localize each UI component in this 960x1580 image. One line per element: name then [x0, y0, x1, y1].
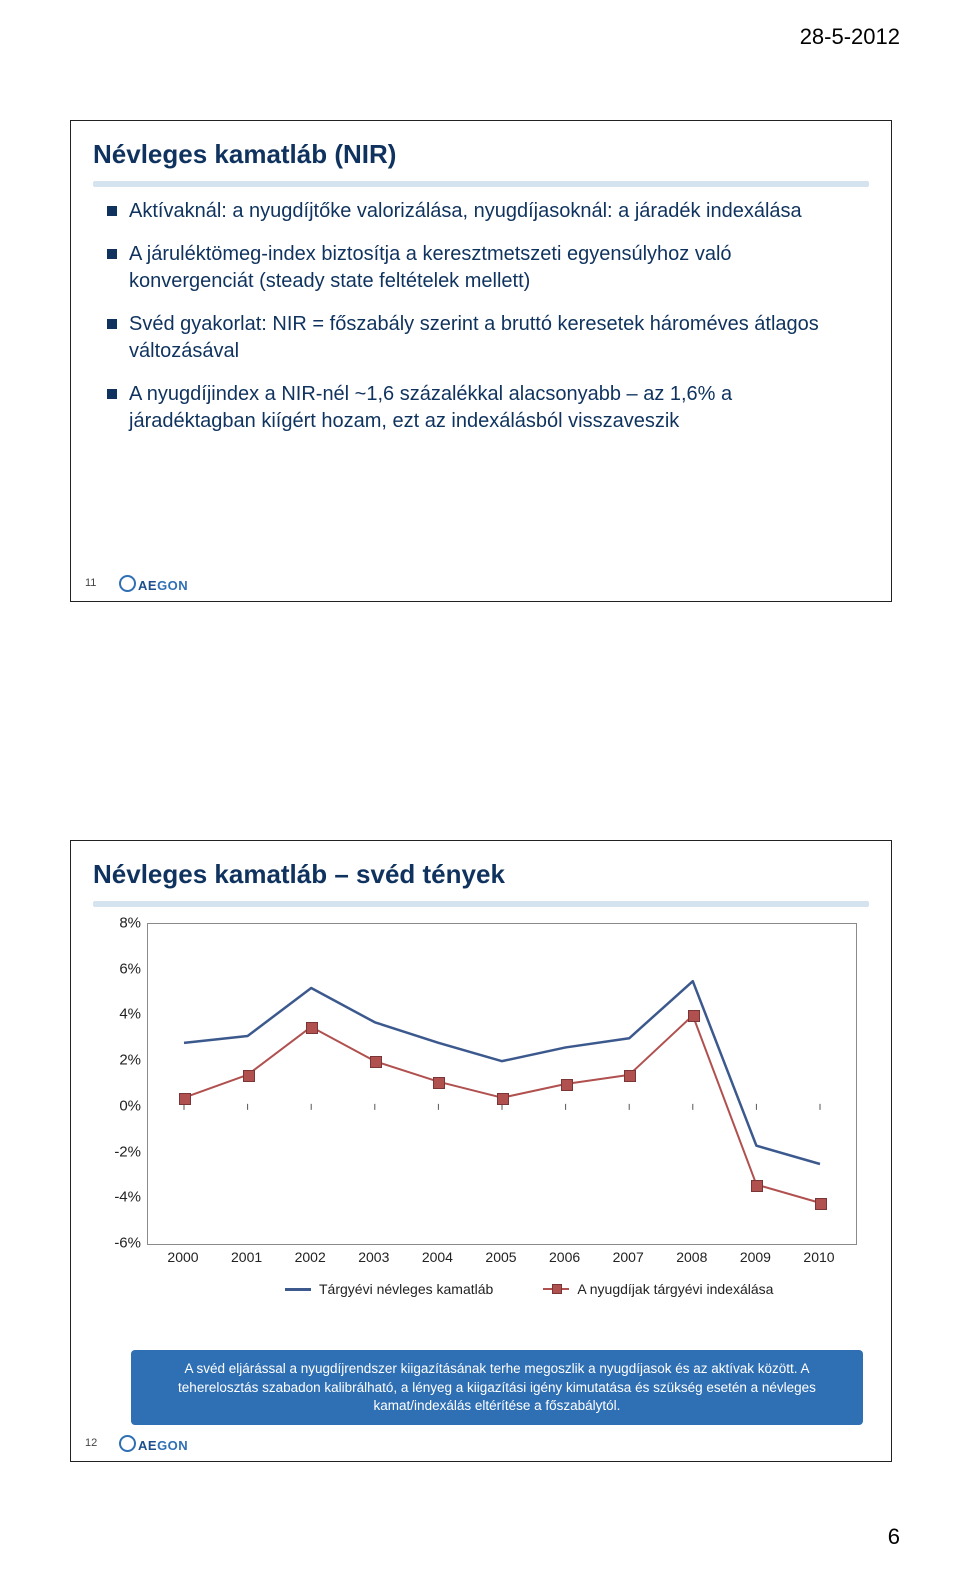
- x-tick-label: 2006: [549, 1249, 580, 1265]
- data-marker: [815, 1198, 827, 1210]
- legend-label-1: Tárgyévi névleges kamatláb: [319, 1281, 493, 1297]
- data-marker: [751, 1180, 763, 1192]
- y-tick-label: -6%: [105, 1235, 141, 1252]
- y-tick-label: 2%: [105, 1052, 141, 1069]
- x-tick-label: 2000: [167, 1249, 198, 1265]
- y-tick-label: 6%: [105, 960, 141, 977]
- slide1-bullets: Aktívaknál: a nyugdíjtőke valorizálása, …: [71, 198, 891, 435]
- plot-area: [147, 923, 857, 1245]
- aegon-logo: AEGON: [119, 575, 188, 593]
- bullet-item: Aktívaknál: a nyugdíjtőke valorizálása, …: [107, 198, 859, 225]
- title-underline: [93, 181, 869, 187]
- data-marker: [306, 1022, 318, 1034]
- y-tick-label: -4%: [105, 1189, 141, 1206]
- x-tick-label: 2010: [803, 1249, 834, 1265]
- x-tick-label: 2009: [740, 1249, 771, 1265]
- data-marker: [624, 1070, 636, 1082]
- page-date: 28-5-2012: [800, 24, 900, 50]
- x-tick-label: 2008: [676, 1249, 707, 1265]
- data-marker: [497, 1093, 509, 1105]
- legend-swatch-2: [543, 1288, 569, 1290]
- y-tick-label: 4%: [105, 1006, 141, 1023]
- x-tick-label: 2004: [422, 1249, 453, 1265]
- x-tick-label: 2002: [295, 1249, 326, 1265]
- slide-1: Névleges kamatláb (NIR) Aktívaknál: a ny…: [70, 120, 892, 602]
- y-tick-label: -2%: [105, 1143, 141, 1160]
- x-tick-label: 2001: [231, 1249, 262, 1265]
- bullet-item: Svéd gyakorlat: NIR = főszabály szerint …: [107, 311, 859, 365]
- slide2-footer-num: 12: [85, 1437, 97, 1449]
- x-tick-label: 2003: [358, 1249, 389, 1265]
- page-number: 6: [888, 1524, 900, 1550]
- x-tick-label: 2005: [485, 1249, 516, 1265]
- data-marker: [433, 1077, 445, 1089]
- callout-box: A svéd eljárással a nyugdíjrendszer kiig…: [131, 1350, 863, 1425]
- data-marker: [561, 1079, 573, 1091]
- chart-legend: Tárgyévi névleges kamatláb A nyugdíjak t…: [285, 1281, 773, 1297]
- bullet-item: A nyugdíjindex a NIR-nél ~1,6 százalékka…: [107, 381, 859, 435]
- data-marker: [179, 1093, 191, 1105]
- data-marker: [688, 1010, 700, 1022]
- page-container: 28-5-2012 Névleges kamatláb (NIR) Aktíva…: [0, 0, 960, 1580]
- legend-item-2: A nyugdíjak tárgyévi indexálása: [543, 1281, 773, 1297]
- plot-svg: [148, 924, 856, 1244]
- line-chart: 8%6%4%2%0%-2%-4%-6% 20002001200220032004…: [105, 923, 857, 1263]
- slide1-title-row: Névleges kamatláb (NIR): [71, 121, 891, 176]
- legend-label-2: A nyugdíjak tárgyévi indexálása: [577, 1281, 773, 1297]
- x-tick-label: 2007: [613, 1249, 644, 1265]
- data-marker: [370, 1056, 382, 1068]
- slide2-title-row: Névleges kamatláb – svéd tények: [71, 841, 891, 896]
- data-marker: [243, 1070, 255, 1082]
- aegon-logo: AEGON: [119, 1435, 188, 1453]
- slide1-title: Névleges kamatláb (NIR): [93, 139, 396, 170]
- title-underline: [93, 901, 869, 907]
- slide1-footer-num: 11: [85, 577, 96, 589]
- legend-swatch-1: [285, 1288, 311, 1291]
- y-tick-label: 8%: [105, 915, 141, 932]
- slide2-title: Névleges kamatláb – svéd tények: [93, 859, 505, 890]
- slide-2: Névleges kamatláb – svéd tények 8% 6% 4% 2%…: [70, 840, 892, 1462]
- y-tick-label: 0%: [105, 1097, 141, 1114]
- legend-item-1: Tárgyévi névleges kamatláb: [285, 1281, 493, 1297]
- bullet-item: A járuléktömeg-index biztosítja a keresz…: [107, 241, 859, 295]
